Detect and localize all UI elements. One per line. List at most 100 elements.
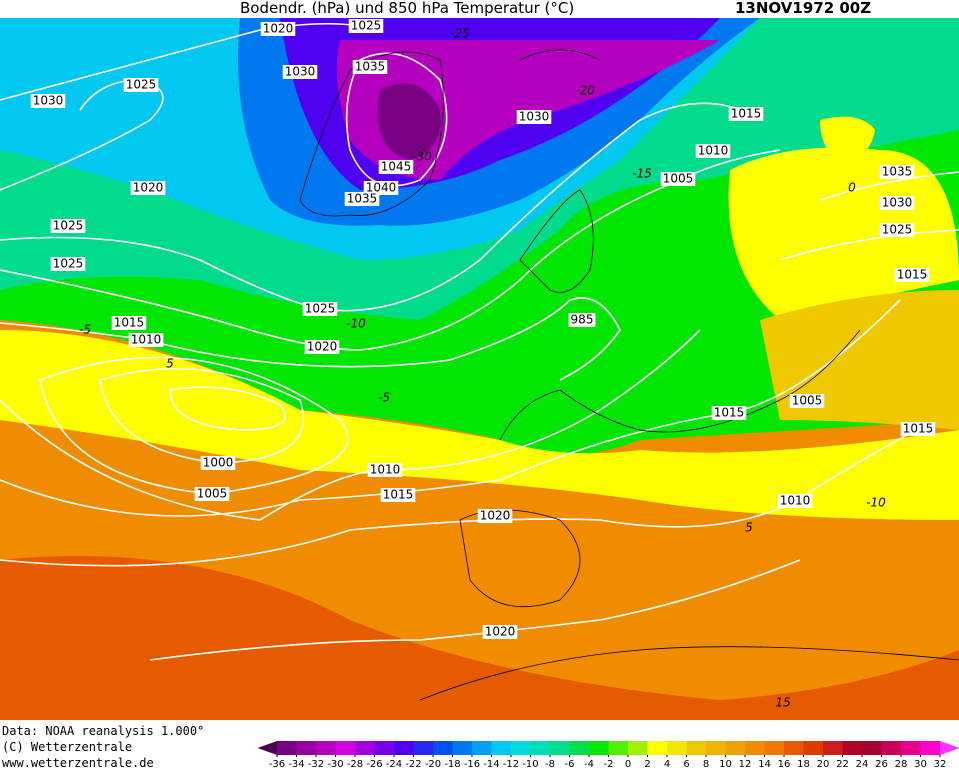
colorbar-tick-label: -34 [288,759,304,770]
colorbar-swatch [452,741,473,755]
colorbar-tick-label: 30 [914,759,927,770]
website: www.wetterzentrale.de [2,756,154,770]
isobar-label: 1015 [383,488,414,502]
isobar-label: 1020 [307,340,338,354]
colorbar-tick-label: -8 [545,759,555,770]
colorbar-swatch [842,741,863,755]
isobar-label-box [695,144,731,158]
colorbar-tick-label: 18 [797,759,810,770]
data-source: Data: NOAA reanalysis 1.000° [2,724,204,738]
colorbar-tick-label: -28 [347,759,363,770]
colorbar-tick-label: -10 [522,759,538,770]
colorbar-tick-label: -24 [386,759,402,770]
colorbar-tick-label: -2 [604,759,614,770]
temperature-label: 5 [745,521,753,535]
isobar-label-box [30,94,66,108]
isobar-label-box [111,316,147,330]
colorbar-swatch [277,741,297,755]
colorbar-swatch [823,741,843,755]
isobar-label: 1005 [792,394,823,408]
isobar-label-box [879,165,915,179]
colorbar-tick-label: -16 [464,759,480,770]
temperature-field [0,18,959,720]
isobar-label-box [344,192,380,206]
isobar-label: 1035 [355,60,386,74]
isobar-label: 1005 [197,487,228,501]
isobar-label: 1025 [351,19,382,33]
isobar-label-box [194,487,230,501]
colorbar-swatch [667,741,687,755]
colorbar-swatch [530,741,551,755]
colorbar-tick-label: -32 [308,759,324,770]
colorbar-swatch [745,741,765,755]
colorbar-tick-label: 10 [719,759,732,770]
copyright: (C) Wetterzentrale [2,740,132,754]
colorbar-tick-label: 22 [836,759,849,770]
colorbar-tick-label: -36 [269,759,285,770]
isobar-label: 1010 [370,463,401,477]
colorbar-swatch [472,741,492,755]
colorbar-tick-label: 24 [856,759,869,770]
isobar-label-box [260,22,296,36]
colorbar-tick-label: 28 [895,759,908,770]
colorbar-tick-label: -20 [425,759,441,770]
temperature-label: -30 [412,150,432,164]
colorbar-swatch [706,741,726,755]
colorbar-tick-label: -26 [366,759,382,770]
colorbar-tick-label: -12 [503,759,519,770]
colorbar-swatch [335,741,356,755]
isobar-label: 1030 [285,65,316,79]
isobar-label: 985 [571,313,594,327]
colorbar-tick-label: 2 [644,759,650,770]
isobar-label: 1025 [53,257,84,271]
colorbar-tick-label: 14 [758,759,771,770]
isobar-label: 1025 [126,78,157,92]
isobar-label: 1045 [381,160,412,174]
isobar-label-box [302,302,338,316]
temperature-label: -15 [632,167,652,181]
map-title: Bodendr. (hPa) und 850 hPa Temperatur (°… [240,0,574,17]
map-date: 13NOV1972 00Z [735,0,871,17]
isobar-label-box [128,333,164,347]
isobar-label-box [879,196,915,210]
isobar-label-box [777,494,813,508]
colorbar-swatch [862,741,882,755]
temperature-label: -5 [378,391,390,405]
colorbar-tick-label: -22 [405,759,421,770]
temperature-label: 5 [166,357,174,371]
temperature-label: -20 [575,84,595,98]
isobar-label: 1010 [780,494,811,508]
isobar-label-box [894,268,930,282]
isobar-label: 1000 [203,456,234,470]
isobar-label: 1040 [366,181,397,195]
isobar-label-box [789,394,825,408]
colorbar-tick-label: 8 [703,759,709,770]
colorbar-swatch [901,741,921,755]
isobar-label-box [363,181,399,195]
isobar-label: 1025 [882,223,913,237]
isobar-label: 1005 [663,172,694,186]
isobar-label: 1030 [519,110,550,124]
colorbar-swatch [511,741,531,755]
isobar-label-box [378,160,414,174]
isobar-label-box [367,463,403,477]
temperature-label: -25 [450,27,470,41]
isobar-label-box [50,257,86,271]
isobar-label: 1035 [347,192,378,206]
colorbar-swatch [491,741,512,755]
isobar-label: 1025 [305,302,336,316]
temperature-label: 15 [775,696,790,710]
isobar-label-box [879,223,915,237]
temperature-label: -5 [79,323,91,337]
colorbar-tick-label: 32 [934,759,947,770]
colorbar-swatch [803,741,824,755]
colorbar-tick-label: -18 [444,759,460,770]
colorbar-tick-label: -6 [565,759,575,770]
isobar-label-box [130,181,166,195]
colorbar-swatch [881,741,902,755]
isobar-label-box [352,60,388,74]
isobar-label-box [728,107,764,121]
isobar-label-box [900,422,936,436]
colorbar-arrow [940,741,959,755]
